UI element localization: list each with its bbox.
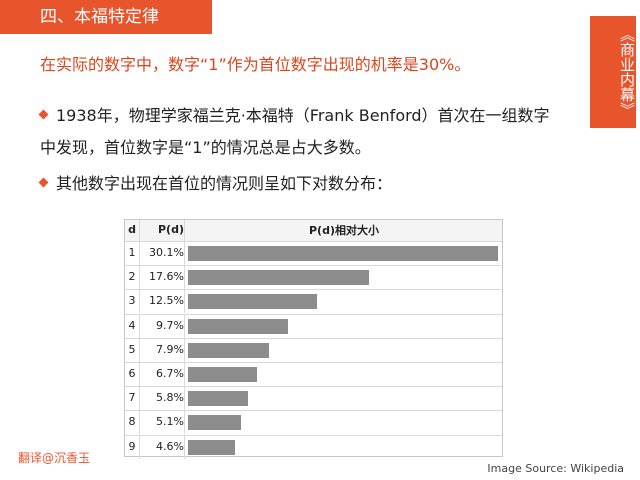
probability-bar	[188, 342, 270, 358]
probability-cell: 6.7%	[156, 367, 184, 380]
translator-credit: 翻译@沉香玉	[18, 451, 91, 465]
digit-cell: 2	[128, 270, 136, 284]
probability-bar	[188, 270, 370, 286]
bullet-1: 1938年，物理学家福兰克·本福特（Frank Benford）首次在一组数字中…	[38, 100, 565, 164]
table-row: 4 9.7%	[125, 313, 503, 338]
probability-cell: 4.6%	[156, 439, 184, 453]
bar-cell	[184, 363, 503, 386]
section-title: 四、本福特定律	[0, 0, 212, 34]
digit-cell: 7	[128, 391, 136, 405]
digit-cell: 4	[128, 318, 136, 332]
probability-cell: 5.8%	[156, 391, 184, 405]
probability-cell: 17.6%	[149, 270, 184, 284]
digit-cell: 5	[128, 342, 136, 356]
table-row: 7 5.8%	[125, 386, 503, 411]
diamond-bullet-icon	[38, 109, 49, 120]
bar-cell	[184, 411, 503, 435]
benford-table: d P(d) P(d)相对大小 1 30.1% 2 17.6% 3 12.5% 4 9.7% 5…	[124, 219, 503, 459]
table-row: 5 7.9%	[125, 337, 503, 362]
diamond-bullet-icon	[38, 177, 49, 188]
probability-cell: 9.7%	[156, 318, 184, 332]
probability-bar	[188, 294, 317, 310]
table-row: 8 5.1%	[125, 410, 503, 435]
side-tag: 《商业内幕》	[590, 16, 636, 128]
bar-cell	[184, 314, 503, 338]
digit-cell: 1	[128, 246, 136, 259]
probability-cell: 30.1%	[149, 246, 184, 259]
table-row: 1 30.1%	[125, 241, 502, 265]
bar-cell	[184, 435, 503, 459]
bar-cell	[184, 290, 503, 314]
table-row: 6 6.7%	[125, 362, 502, 386]
digit-cell: 9	[128, 439, 136, 453]
probability-bar	[188, 367, 257, 382]
bar-cell	[184, 387, 503, 411]
table-header-row: d P(d) P(d)相对大小	[125, 220, 502, 241]
header-bar: P(d)相对大小	[184, 220, 503, 241]
probability-bar	[188, 391, 248, 407]
header-d: d	[128, 223, 136, 236]
lead-text: 在实际的数字中，数字“1”作为首位数字出现的机率是30%。	[40, 55, 471, 74]
digit-cell: 8	[128, 415, 136, 429]
digit-cell: 3	[128, 294, 136, 308]
bullet-1-text: 1938年，物理学家福兰克·本福特（Frank Benford）首次在一组数字中…	[40, 106, 550, 157]
probability-cell: 12.5%	[149, 294, 184, 308]
table-row: 9 4.6%	[125, 434, 503, 459]
bar-cell	[184, 242, 503, 265]
bar-cell	[184, 338, 503, 362]
bar-cell	[184, 266, 503, 290]
bullet-2: 其他数字出现在首位的情况则呈如下对数分布：	[38, 170, 393, 194]
bullet-2-text: 其他数字出现在首位的情况则呈如下对数分布：	[56, 174, 393, 193]
header-p: P(d)	[158, 223, 184, 236]
table-row: 2 17.6%	[125, 265, 503, 290]
probability-bar	[188, 439, 236, 455]
probability-cell: 7.9%	[156, 342, 184, 356]
image-source: Image Source: Wikipedia	[487, 462, 624, 475]
table-row: 3 12.5%	[125, 289, 503, 314]
probability-bar	[188, 318, 288, 334]
probability-bar	[188, 246, 498, 261]
probability-cell: 5.1%	[156, 415, 184, 429]
digit-cell: 6	[128, 367, 136, 380]
probability-bar	[188, 415, 241, 431]
